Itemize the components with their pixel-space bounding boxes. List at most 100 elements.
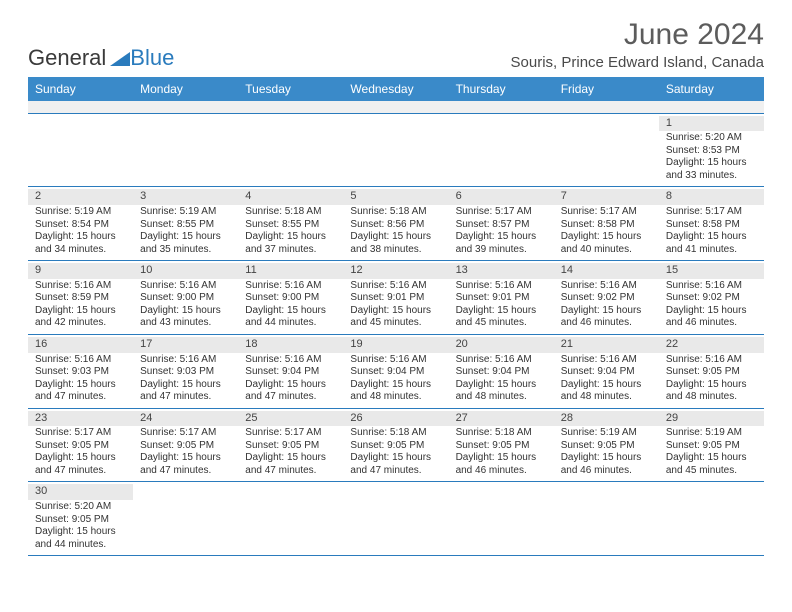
calendar-day: 3Sunrise: 5:19 AMSunset: 8:55 PMDaylight… xyxy=(133,187,238,261)
calendar-day: 14Sunrise: 5:16 AMSunset: 9:02 PMDayligh… xyxy=(554,261,659,335)
daylight-text: and 35 minutes. xyxy=(140,244,231,257)
sunset-text: Sunset: 9:05 PM xyxy=(245,440,336,453)
daylight-text: Daylight: 15 hours xyxy=(350,231,441,244)
day-number: 6 xyxy=(449,189,554,205)
daylight-text: Daylight: 15 hours xyxy=(245,379,336,392)
calendar-day: 21Sunrise: 5:16 AMSunset: 9:04 PMDayligh… xyxy=(554,334,659,408)
sunrise-text: Sunrise: 5:16 AM xyxy=(140,280,231,293)
daylight-text: and 39 minutes. xyxy=(456,244,547,257)
daylight-text: Daylight: 15 hours xyxy=(561,305,652,318)
day-number: 29 xyxy=(659,411,764,427)
daylight-text: and 48 minutes. xyxy=(561,391,652,404)
sunrise-text: Sunrise: 5:19 AM xyxy=(666,427,757,440)
sunset-text: Sunset: 9:02 PM xyxy=(666,292,757,305)
daylight-text: Daylight: 15 hours xyxy=(350,379,441,392)
calendar-day: 22Sunrise: 5:16 AMSunset: 9:05 PMDayligh… xyxy=(659,334,764,408)
day-number: 4 xyxy=(238,189,343,205)
sunrise-text: Sunrise: 5:18 AM xyxy=(350,206,441,219)
calendar-day: 4Sunrise: 5:18 AMSunset: 8:55 PMDaylight… xyxy=(238,187,343,261)
sunrise-text: Sunrise: 5:17 AM xyxy=(666,206,757,219)
daylight-text: Daylight: 15 hours xyxy=(140,231,231,244)
daylight-text: Daylight: 15 hours xyxy=(561,231,652,244)
daylight-text: Daylight: 15 hours xyxy=(35,231,126,244)
day-number: 26 xyxy=(343,411,448,427)
daylight-text: and 46 minutes. xyxy=(456,465,547,478)
sunset-text: Sunset: 9:05 PM xyxy=(666,440,757,453)
sunrise-text: Sunrise: 5:18 AM xyxy=(456,427,547,440)
page-subtitle: Souris, Prince Edward Island, Canada xyxy=(511,54,764,71)
daylight-text: Daylight: 15 hours xyxy=(35,379,126,392)
calendar-day-empty xyxy=(28,113,133,187)
logo-text-blue: Blue xyxy=(130,45,174,71)
header: General Blue June 2024 Souris, Prince Ed… xyxy=(28,18,764,71)
spacer-row xyxy=(28,101,764,113)
daylight-text: and 38 minutes. xyxy=(350,244,441,257)
sunrise-text: Sunrise: 5:18 AM xyxy=(245,206,336,219)
sunset-text: Sunset: 9:05 PM xyxy=(140,440,231,453)
calendar-day: 19Sunrise: 5:16 AMSunset: 9:04 PMDayligh… xyxy=(343,334,448,408)
calendar-table: Sunday Monday Tuesday Wednesday Thursday… xyxy=(28,77,764,556)
daylight-text: Daylight: 15 hours xyxy=(140,379,231,392)
sunset-text: Sunset: 8:54 PM xyxy=(35,219,126,232)
daylight-text: and 33 minutes. xyxy=(666,170,757,183)
spacer-cell xyxy=(238,101,343,113)
calendar-day-empty xyxy=(554,482,659,556)
daylight-text: Daylight: 15 hours xyxy=(350,305,441,318)
spacer-cell xyxy=(343,101,448,113)
day-header: Friday xyxy=(554,77,659,101)
calendar-day: 20Sunrise: 5:16 AMSunset: 9:04 PMDayligh… xyxy=(449,334,554,408)
calendar-day-empty xyxy=(659,482,764,556)
daylight-text: Daylight: 15 hours xyxy=(456,452,547,465)
daylight-text: and 42 minutes. xyxy=(35,317,126,330)
sunset-text: Sunset: 9:01 PM xyxy=(456,292,547,305)
sunset-text: Sunset: 9:04 PM xyxy=(561,366,652,379)
calendar-day: 2Sunrise: 5:19 AMSunset: 8:54 PMDaylight… xyxy=(28,187,133,261)
day-number: 27 xyxy=(449,411,554,427)
calendar-day-empty xyxy=(133,113,238,187)
calendar-day: 17Sunrise: 5:16 AMSunset: 9:03 PMDayligh… xyxy=(133,334,238,408)
sunrise-text: Sunrise: 5:16 AM xyxy=(350,354,441,367)
calendar-day: 23Sunrise: 5:17 AMSunset: 9:05 PMDayligh… xyxy=(28,408,133,482)
daylight-text: and 47 minutes. xyxy=(245,465,336,478)
day-header: Sunday xyxy=(28,77,133,101)
calendar-day-empty xyxy=(449,482,554,556)
daylight-text: Daylight: 15 hours xyxy=(140,305,231,318)
day-number: 7 xyxy=(554,189,659,205)
daylight-text: and 47 minutes. xyxy=(245,391,336,404)
day-number: 19 xyxy=(343,337,448,353)
sunrise-text: Sunrise: 5:19 AM xyxy=(140,206,231,219)
day-number: 28 xyxy=(554,411,659,427)
calendar-week: 30Sunrise: 5:20 AMSunset: 9:05 PMDayligh… xyxy=(28,482,764,556)
sunrise-text: Sunrise: 5:18 AM xyxy=(350,427,441,440)
sunset-text: Sunset: 9:02 PM xyxy=(561,292,652,305)
daylight-text: Daylight: 15 hours xyxy=(245,452,336,465)
daylight-text: Daylight: 15 hours xyxy=(561,452,652,465)
sunrise-text: Sunrise: 5:16 AM xyxy=(245,354,336,367)
daylight-text: Daylight: 15 hours xyxy=(35,452,126,465)
daylight-text: and 45 minutes. xyxy=(456,317,547,330)
daylight-text: Daylight: 15 hours xyxy=(456,231,547,244)
day-header: Tuesday xyxy=(238,77,343,101)
daylight-text: and 34 minutes. xyxy=(35,244,126,257)
day-number: 30 xyxy=(28,484,133,500)
day-number: 1 xyxy=(659,116,764,132)
sunset-text: Sunset: 9:00 PM xyxy=(140,292,231,305)
day-number: 3 xyxy=(133,189,238,205)
day-header-row: Sunday Monday Tuesday Wednesday Thursday… xyxy=(28,77,764,101)
daylight-text: Daylight: 15 hours xyxy=(140,452,231,465)
daylight-text: and 48 minutes. xyxy=(666,391,757,404)
calendar-day-empty xyxy=(238,482,343,556)
calendar-day-empty xyxy=(238,113,343,187)
daylight-text: Daylight: 15 hours xyxy=(35,526,126,539)
sunset-text: Sunset: 9:04 PM xyxy=(245,366,336,379)
spacer-cell xyxy=(133,101,238,113)
sunset-text: Sunset: 9:05 PM xyxy=(666,366,757,379)
logo-text-dark: General xyxy=(28,45,106,71)
sunrise-text: Sunrise: 5:16 AM xyxy=(35,354,126,367)
calendar-day: 13Sunrise: 5:16 AMSunset: 9:01 PMDayligh… xyxy=(449,261,554,335)
sunset-text: Sunset: 8:55 PM xyxy=(245,219,336,232)
daylight-text: Daylight: 15 hours xyxy=(456,379,547,392)
sunrise-text: Sunrise: 5:17 AM xyxy=(456,206,547,219)
calendar-day-empty xyxy=(449,113,554,187)
calendar-day: 16Sunrise: 5:16 AMSunset: 9:03 PMDayligh… xyxy=(28,334,133,408)
